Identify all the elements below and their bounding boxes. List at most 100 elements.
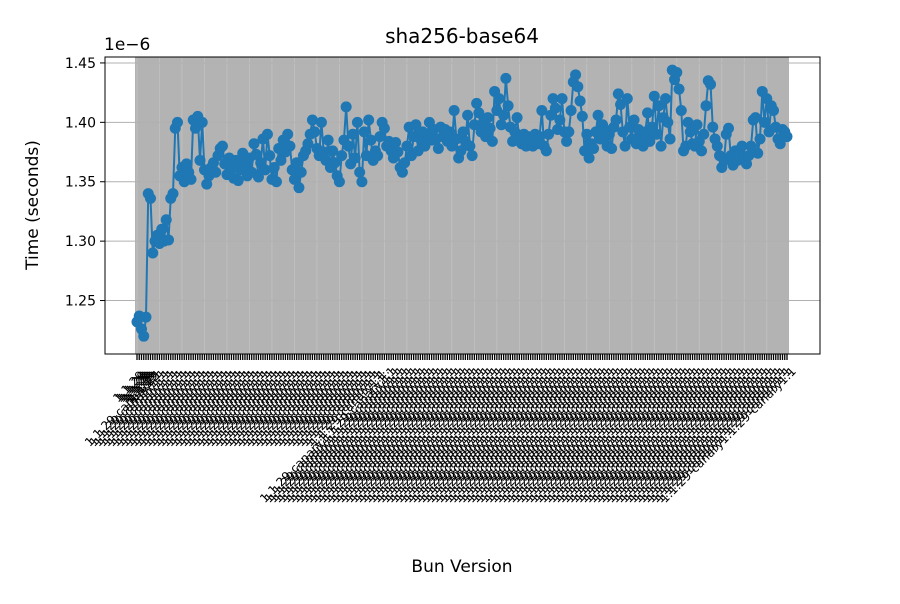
data-point [547,93,559,105]
data-point [642,107,654,119]
data-point [291,157,303,169]
data-point [673,83,685,95]
data-point [378,122,390,134]
data-point [365,134,377,146]
data-point [302,138,314,150]
data-point [448,104,460,116]
data-point [138,330,150,342]
data-point [644,135,656,147]
data-point [511,112,523,124]
data-point [502,100,514,112]
data-point [259,164,271,176]
data-point [216,140,228,152]
data-point [606,142,618,154]
data-point [498,109,510,121]
data-point [610,114,622,126]
data-point [660,93,672,105]
data-point [651,128,663,140]
data-point [306,114,318,126]
y-gridlines [105,62,820,302]
data-point [264,150,276,162]
data-point [462,109,474,121]
data-point [455,145,467,157]
data-point [201,178,213,190]
data-point [194,154,206,166]
data-point [482,112,494,124]
data-point [270,176,282,188]
data-point [745,140,757,152]
data-point [401,140,413,152]
data-point [619,140,631,152]
data-point [261,128,273,140]
data-point [648,90,660,102]
data-point [675,104,687,116]
data-point [351,116,363,128]
data-point [284,140,296,152]
data-point [741,158,753,170]
data-point [444,126,456,138]
data-point [759,116,771,128]
data-point [655,140,667,152]
data-point [743,150,755,162]
data-point [588,142,600,154]
x-axis: 1.1.291.1.291.1.291.1.291.1.291.1.291.1.… [82,354,799,506]
y-tick-label: 1.30 [65,234,96,250]
data-point [698,128,710,140]
data-point [671,66,683,78]
data-point [554,114,566,126]
data-point [565,104,577,116]
data-point [471,97,483,109]
data-point [180,158,192,170]
data-point [628,114,640,126]
data-point [250,148,262,160]
data-point [329,157,341,169]
data-point [322,134,334,146]
data-point [754,133,766,145]
data-point [196,116,208,128]
data-point [167,188,179,200]
data-point [493,93,505,105]
y-tick-label: 1.40 [65,115,96,131]
data-point [390,137,402,149]
data-point [468,119,480,131]
data-point [372,150,384,162]
data-point [707,121,719,133]
data-point [340,101,352,113]
data-point [466,150,478,162]
data-point [248,138,260,150]
data-point [534,131,546,143]
data-point [230,154,242,166]
data-point [691,119,703,131]
data-point [318,146,330,158]
data-point [563,126,575,138]
y-offset-label: 1e−6 [104,35,150,55]
data-point [327,145,339,157]
data-point [160,214,172,226]
y-axis: 1.25 1.30 1.35 1.40 1.45 [65,56,105,310]
data-point [484,122,496,134]
data-point [684,126,696,138]
data-point [275,154,287,166]
data-point [374,131,386,143]
data-point [333,176,345,188]
data-point [774,138,786,150]
data-point [750,112,762,124]
data-point [768,104,780,116]
data-point [288,173,300,185]
data-point [282,128,294,140]
data-point [336,150,348,162]
data-point [410,119,422,131]
data-point [399,157,411,169]
data-point [140,311,152,323]
data-point [147,247,159,259]
data-point [736,140,748,152]
data-point [268,161,280,173]
x-gridlines [136,57,768,354]
data-point [621,93,633,105]
data-point [612,88,624,100]
data-point [696,145,708,157]
data-point [536,104,548,116]
data-point [358,126,370,138]
data-point [781,131,793,143]
